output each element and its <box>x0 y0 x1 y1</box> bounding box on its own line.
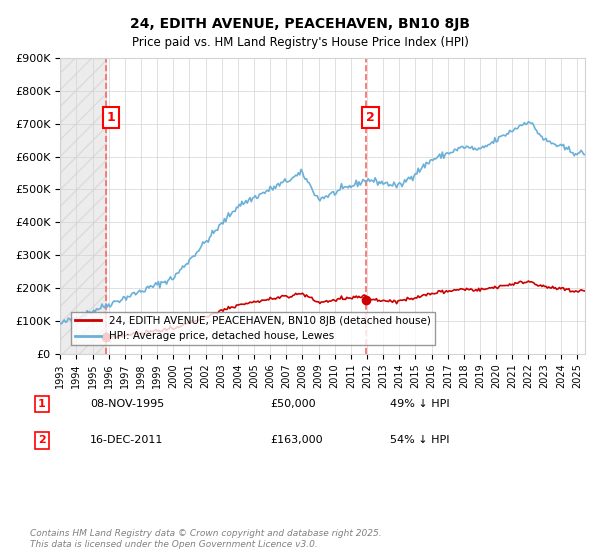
Text: 08-NOV-1995: 08-NOV-1995 <box>90 399 164 409</box>
Text: 1: 1 <box>38 399 46 409</box>
Text: £50,000: £50,000 <box>270 399 316 409</box>
Text: 49% ↓ HPI: 49% ↓ HPI <box>390 399 449 409</box>
Text: 2: 2 <box>38 436 46 445</box>
Text: £163,000: £163,000 <box>270 436 323 445</box>
Text: 2: 2 <box>366 111 375 124</box>
Bar <box>60 58 106 353</box>
Text: Price paid vs. HM Land Registry's House Price Index (HPI): Price paid vs. HM Land Registry's House … <box>131 36 469 49</box>
Text: Contains HM Land Registry data © Crown copyright and database right 2025.
This d: Contains HM Land Registry data © Crown c… <box>30 529 382 549</box>
Text: 16-DEC-2011: 16-DEC-2011 <box>90 436 163 445</box>
Legend: 24, EDITH AVENUE, PEACEHAVEN, BN10 8JB (detached house), HPI: Average price, det: 24, EDITH AVENUE, PEACEHAVEN, BN10 8JB (… <box>71 312 435 346</box>
Text: 1: 1 <box>106 111 115 124</box>
Text: 54% ↓ HPI: 54% ↓ HPI <box>390 436 449 445</box>
Text: 24, EDITH AVENUE, PEACEHAVEN, BN10 8JB: 24, EDITH AVENUE, PEACEHAVEN, BN10 8JB <box>130 17 470 31</box>
